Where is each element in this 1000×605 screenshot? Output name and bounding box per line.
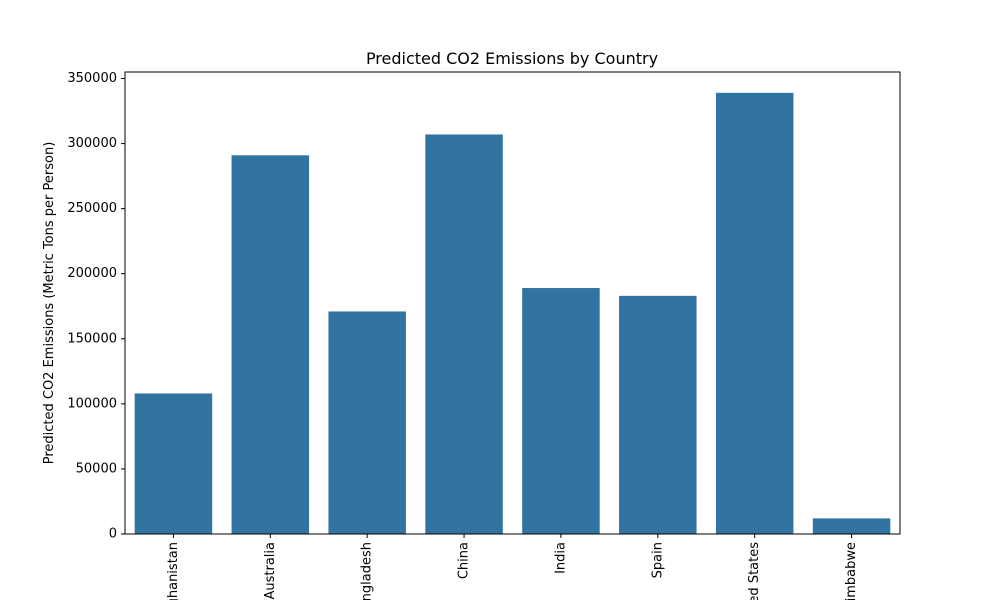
plot-frame [124, 71, 901, 535]
bar-united-states [715, 92, 794, 534]
chart-title: Predicted CO2 Emissions by Country [366, 49, 658, 68]
x-axis: Afghanistan Australia Bangladesh China India… [166, 534, 859, 605]
y-tick-label: 300000 [67, 136, 117, 151]
x-tick-label: Zimbabwe [844, 542, 859, 600]
bar-india [522, 288, 600, 534]
bar-afghanistan [134, 393, 213, 534]
y-tick-label: 100000 [67, 396, 117, 411]
y-tick-label: 350000 [67, 71, 117, 86]
x-tick-label: Afghanistan [166, 542, 181, 600]
y-axis: 0 50000 100000 150000 200000 250000 300000 3500… [67, 71, 125, 542]
x-tick-label: Spain [650, 542, 665, 578]
x-tick-label: United States [747, 542, 762, 600]
x-tick-label: China [457, 542, 472, 579]
y-tick-label: 200000 [67, 266, 117, 281]
y-axis-label: Predicted CO2 Emissions (Metric Tons per… [42, 142, 57, 465]
bar-china [425, 134, 503, 534]
y-tick-label: 0 [109, 527, 117, 542]
bar-australia [231, 155, 310, 535]
x-tick-label: India [553, 542, 568, 574]
bar-spain [619, 295, 697, 534]
x-tick-label: Australia [263, 542, 278, 600]
y-tick-label: 50000 [76, 461, 117, 476]
plot-area [124, 71, 901, 535]
x-tick-label: Bangladesh [360, 542, 375, 600]
bar-bangladesh [328, 311, 406, 534]
y-tick-label: 150000 [67, 331, 117, 346]
bar-zimbabwe [812, 518, 891, 534]
y-tick-label: 250000 [67, 201, 117, 216]
